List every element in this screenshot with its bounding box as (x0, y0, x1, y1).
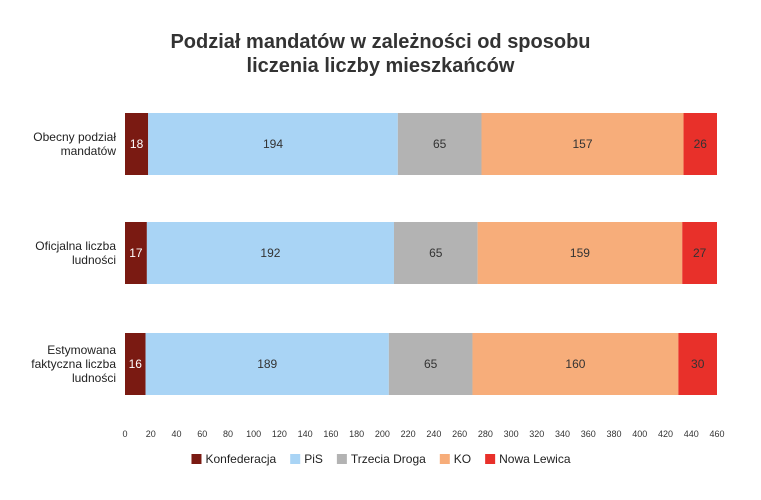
data-label-1-3: 65 (433, 137, 447, 151)
bar-segment-3-1 (125, 333, 146, 395)
data-label-2-2: 192 (260, 246, 280, 260)
data-label-1-5: 26 (694, 137, 708, 151)
category-label-2-line-2: ludności (72, 253, 116, 267)
chart-title: Podział mandatów w zależności od sposobu… (0, 30, 761, 78)
bar-segment-2-3 (393, 222, 478, 284)
category-label-2-line-1: Oficjalna liczba (35, 239, 116, 253)
x-tick-label-3: 60 (197, 429, 207, 439)
x-tick-label-17: 340 (555, 429, 570, 439)
data-label-3-1: 16 (129, 357, 143, 371)
x-tick-label-0: 0 (122, 429, 127, 439)
x-tick-label-11: 220 (401, 429, 416, 439)
bar-segment-1-5 (683, 113, 717, 175)
data-label-1-1: 18 (130, 137, 144, 151)
category-label-1-line-2: mandatów (61, 144, 117, 158)
x-tick-label-9: 180 (349, 429, 364, 439)
x-tick-label-4: 80 (223, 429, 233, 439)
bar-segment-2-4 (477, 222, 683, 284)
category-label-1-line-1: Obecny podział (33, 130, 116, 144)
legend-swatch-1 (191, 454, 202, 464)
data-label-1-4: 157 (572, 137, 592, 151)
data-label-2-5: 27 (693, 246, 707, 260)
bar-segment-1-2 (148, 113, 398, 175)
x-tick-label-18: 360 (581, 429, 596, 439)
x-tick-label-13: 260 (452, 429, 467, 439)
x-tick-label-2: 40 (171, 429, 181, 439)
x-tick-label-16: 320 (529, 429, 544, 439)
x-tick-label-14: 280 (478, 429, 493, 439)
x-tick-label-19: 380 (607, 429, 622, 439)
category-label-3-line-3: ludności (72, 371, 116, 385)
data-label-3-2: 189 (257, 357, 277, 371)
bar-segment-3-3 (388, 333, 473, 395)
x-tick-label-15: 300 (504, 429, 519, 439)
data-label-2-1: 17 (129, 246, 143, 260)
bar-segment-2-2 (146, 222, 394, 284)
legend-label-1: Konfederacja (205, 452, 276, 466)
data-label-3-5: 30 (691, 357, 705, 371)
bar-segment-3-5 (678, 333, 717, 395)
legend-label-4: KO (454, 452, 471, 466)
legend-swatch-3 (336, 454, 347, 464)
x-tick-label-5: 100 (246, 429, 261, 439)
legend-swatch-4 (439, 454, 450, 464)
bar-segment-1-1 (125, 113, 149, 175)
legend-swatch-5 (485, 454, 496, 464)
x-tick-label-20: 400 (632, 429, 647, 439)
legend-label-5: Nowa Lewica (499, 452, 571, 466)
bar-segment-1-4 (481, 113, 684, 175)
x-tick-label-8: 160 (323, 429, 338, 439)
data-label-3-4: 160 (565, 357, 585, 371)
legend-label-3: Trzecia Droga (351, 452, 426, 466)
x-tick-label-12: 240 (426, 429, 441, 439)
x-tick-label-22: 440 (684, 429, 699, 439)
bar-segment-3-4 (472, 333, 679, 395)
data-label-3-3: 65 (424, 357, 438, 371)
chart-title-line-2: liczenia liczby mieszkańców (246, 55, 515, 77)
bar-segment-2-1 (125, 222, 147, 284)
x-tick-label-21: 420 (658, 429, 673, 439)
bar-segment-1-3 (397, 113, 482, 175)
legend-label-2: PiS (304, 452, 323, 466)
bar-segment-2-5 (682, 222, 717, 284)
x-tick-label-23: 460 (709, 429, 724, 439)
chart-title-line-1: Podział mandatów w zależności od sposobu (170, 31, 591, 53)
bar-segment-3-2 (145, 333, 389, 395)
data-label-2-3: 65 (429, 246, 443, 260)
data-label-2-4: 159 (570, 246, 590, 260)
x-tick-label-1: 20 (146, 429, 156, 439)
x-tick-label-10: 200 (375, 429, 390, 439)
x-tick-label-6: 120 (272, 429, 287, 439)
data-label-1-2: 194 (263, 137, 283, 151)
legend-swatch-2 (290, 454, 301, 464)
x-tick-label-7: 140 (298, 429, 313, 439)
category-label-3-line-2: faktyczna liczba (31, 357, 116, 371)
category-label-3-line-1: Estymowana (47, 343, 116, 357)
